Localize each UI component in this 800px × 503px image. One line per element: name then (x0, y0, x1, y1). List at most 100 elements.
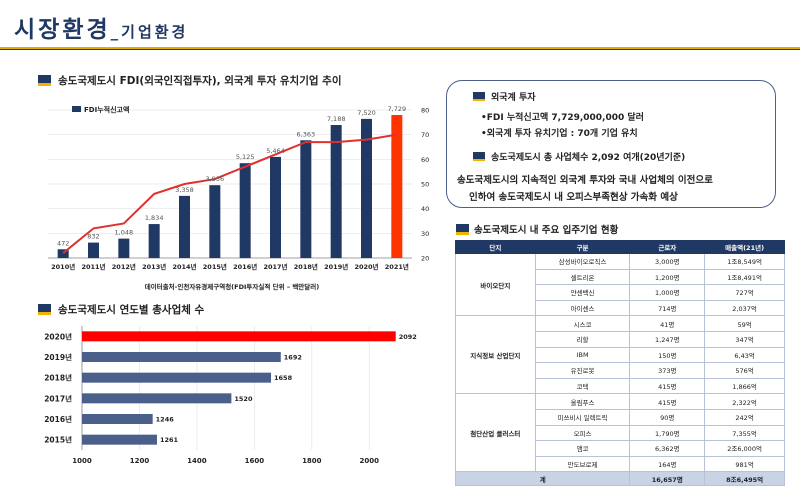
bullet-icon (473, 152, 485, 161)
company-cell: IBM (534, 346, 631, 364)
info-head: 외국계 투자 (473, 90, 536, 103)
x-tick-label: 2011년 (81, 262, 105, 271)
company-cell: 시스코 (534, 315, 631, 332)
revenue-cell: 981억 (704, 455, 785, 473)
fdi-bar (209, 185, 221, 258)
table-row: 지식정보 산업단지 시스코 41명 59억 (455, 315, 785, 395)
y-tick-label: 2020년 (44, 331, 72, 341)
fdi-bar-value: 7,188 (327, 115, 346, 123)
workers-cell: 164명 (629, 455, 706, 473)
x-tick-label: 2020년 (354, 262, 378, 271)
business-count-bar (82, 372, 272, 383)
y-tick-label: 2019년 (44, 352, 72, 362)
legend-label: FDI누적신고액 (84, 105, 129, 114)
workers-cell: 6,362명 (629, 440, 706, 457)
title-bar: 시장환경_기업환경 (0, 0, 800, 50)
workers-cell: 1,000명 (629, 284, 706, 301)
total-workers-cell: 16,657명 (629, 471, 706, 487)
business-count-bar (82, 393, 232, 404)
workers-cell: 150명 (629, 346, 706, 364)
company-cell: 유진로봇 (534, 362, 631, 379)
table-row: 오피스 1,790명 7,355억 (456, 424, 785, 442)
workers-cell: 714명 (629, 299, 706, 317)
company-cell: 올림푸스 (534, 393, 631, 410)
legend-swatch (72, 106, 81, 112)
revenue-cell: 6,43억 (704, 346, 785, 364)
company-cell: 셀트리온 (534, 268, 631, 286)
fdi-bar-value: 832 (87, 233, 99, 241)
revenue-cell: 2,037억 (704, 299, 785, 317)
workers-cell: 415명 (629, 377, 706, 395)
info-business-total-label: 송도국제도시 총 사업체수 2,092 여개(20년기준) (491, 153, 686, 163)
business-count-chart: 1000 1200 1400 1600 1800 2000 2092 2020년 1692 20… (44, 326, 417, 465)
business-count-bar (82, 331, 396, 342)
table-header-row: 단지 구분 근로자 매출액(21년) (455, 240, 785, 254)
y2-tick-label: 60 (421, 156, 429, 164)
workers-cell: 3,000명 (629, 253, 706, 270)
fdi-bar-value: 3,936 (206, 175, 225, 183)
y-tick-label: 2018년 (44, 373, 72, 383)
company-cell: 아이센스 (534, 299, 631, 317)
workers-cell: 1,247명 (629, 330, 706, 348)
fdi-bar (270, 156, 281, 258)
fdi-bar-value: 5,125 (236, 153, 255, 161)
bar-value-label: 1692 (284, 354, 302, 362)
fdi-bar (88, 242, 99, 258)
y2-tick-label: 80 (421, 107, 429, 115)
foreign-investment-info-box: 외국계 투자 •FDI 누적신고액 7,729,000,000 달러 •외국계 … (446, 80, 776, 208)
info-fdi-total: •FDI 누적신고액 7,729,000,000 달러 (481, 113, 644, 123)
table-row: 미쓰비시 일렉트릭 90명 242억 (456, 408, 785, 426)
col-header: 단지 (455, 240, 536, 254)
bar-value-label: 1246 (156, 416, 175, 424)
revenue-cell: 242억 (704, 408, 785, 426)
y2-tick-label: 20 (421, 255, 429, 263)
info-company-count: •외국계 투자 유치기업 : 70개 기업 유치 (481, 129, 638, 139)
table-row: 첨단산업 클러스터 올림푸스 415명 2,322억 (455, 393, 785, 473)
bar-value-label: 1261 (160, 436, 179, 444)
col-header: 매출액(21년) (704, 240, 785, 254)
x-tick-label: 2019년 (324, 262, 348, 271)
table-row: 아이센스 714명 2,037억 (456, 299, 785, 317)
info-head-label: 외국계 투자 (491, 93, 536, 103)
section-bullet-icon (456, 224, 469, 235)
company-count-line (62, 133, 397, 254)
group-cell: 바이오단지 (455, 252, 536, 317)
bullet-icon (473, 92, 485, 101)
fdi-chart: 472 832 1,048 1,834 3,358 3,936 5,125 5,464 6,36… (48, 105, 429, 291)
group-cell: 지식정보 산업단지 (455, 315, 536, 395)
info-summary-2: 인하여 송도국제도시 내 오피스부족현상 가속화 예상 (469, 192, 678, 203)
x-tick-label: 2010년 (51, 262, 75, 271)
x-tick-label: 1200 (130, 457, 150, 465)
revenue-cell: 1조8,549억 (704, 253, 785, 270)
fdi-section-title: 송도국제도시 FDI(외국인직접투자), 외국계 투자 유치기업 추이 (58, 75, 342, 87)
fdi-bar (179, 195, 190, 258)
bar-value-label: 1520 (234, 395, 253, 403)
fdi-bar (239, 163, 251, 258)
company-cell: 앰코 (534, 440, 631, 457)
bar-value-label: 2092 (399, 333, 417, 341)
revenue-cell: 7,355억 (704, 424, 785, 442)
x-tick-label: 2015년 (203, 262, 227, 271)
x-tick-label: 1800 (302, 457, 322, 465)
fdi-bar (391, 115, 403, 258)
source-note: 데이터출처-인천자유경제구역청(FDI투자실적 단위 – 백만달러) (145, 282, 319, 291)
revenue-cell: 347억 (704, 330, 785, 348)
title-underline-dark (0, 49, 800, 50)
y-tick-label: 2016년 (44, 414, 72, 424)
company-cell: 리할 (534, 330, 631, 348)
x-tick-label: 1600 (245, 457, 265, 465)
y-tick-label: 2017년 (44, 393, 72, 403)
table-row: 셀트리온 1,200명 1조8,491억 (456, 268, 785, 286)
fdi-bar-value: 472 (57, 239, 69, 247)
page-title-sub: _기업환경 (110, 23, 189, 41)
bar-value-label: 1658 (274, 374, 293, 382)
revenue-cell: 1,866억 (704, 377, 785, 395)
info-summary-1: 송도국제도시의 지속적인 외국계 투자와 국내 사업체의 이전으로 (457, 175, 713, 186)
company-cell: 삼성바이오로직스 (534, 253, 631, 270)
company-cell: 오피스 (534, 424, 631, 442)
y2-tick-label: 30 (421, 230, 429, 238)
x-tick-label: 2018년 (294, 262, 318, 271)
fdi-bar (361, 118, 372, 258)
workers-cell: 373명 (629, 362, 706, 379)
workers-cell: 1,790명 (629, 424, 706, 442)
